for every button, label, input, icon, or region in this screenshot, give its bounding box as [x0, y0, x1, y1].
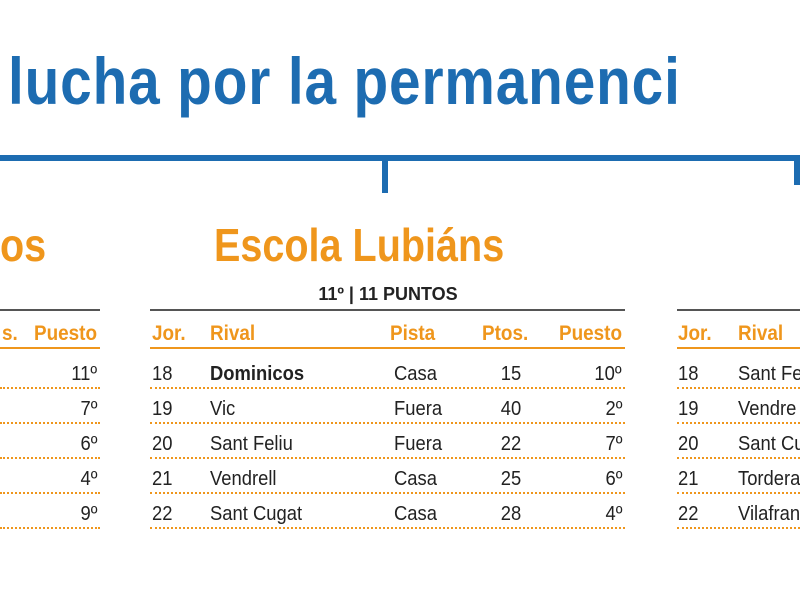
table-cell: Tordera: [738, 468, 800, 490]
row-separator: [0, 387, 100, 389]
row-separator: [0, 457, 100, 459]
table-cell: 2º: [605, 398, 622, 420]
table-cell: 22: [152, 503, 173, 525]
column-header: Jor.: [678, 322, 712, 345]
row-separator: [150, 387, 625, 389]
table-cell: Fuera: [394, 433, 443, 455]
table-cell: 20: [678, 433, 699, 455]
header-rule: [150, 347, 625, 349]
table-cell: Vendrell: [210, 468, 277, 490]
table-cell: 21: [152, 468, 173, 490]
title-rule-tick: [794, 155, 800, 185]
column-header: Ptos.: [482, 322, 529, 345]
panel-rule: [150, 309, 625, 311]
header-rule: [0, 347, 100, 349]
table-cell: 6º: [605, 468, 622, 490]
table-cell: Vendre: [738, 398, 797, 420]
title-rule: [0, 155, 800, 161]
table-cell: Dominicos: [210, 363, 305, 385]
table-cell: 25: [500, 468, 521, 490]
column-header: Pista: [390, 322, 436, 345]
row-separator: [150, 457, 625, 459]
column-header: Jor.: [152, 322, 186, 345]
table-cell: 19: [152, 398, 173, 420]
row-separator: [677, 527, 800, 529]
column-header: s.: [2, 322, 18, 345]
table-cell: 22: [500, 433, 521, 455]
table-cell: Casa: [394, 363, 437, 385]
table-cell: 10º: [594, 363, 622, 385]
table-cell: 18: [152, 363, 173, 385]
table-cell: 19: [678, 398, 699, 420]
row-separator: [677, 457, 800, 459]
team-standing: 11º | 11 PUNTOS: [318, 284, 458, 304]
title-rule-tick: [382, 155, 388, 193]
row-separator: [0, 422, 100, 424]
page-title: lucha por la permanenci: [8, 44, 681, 118]
row-separator: [677, 492, 800, 494]
table-cell: 6º: [80, 433, 97, 455]
table-cell: Casa: [394, 468, 437, 490]
table-cell: 28: [500, 503, 521, 525]
panel-rule: [0, 309, 100, 311]
row-separator: [0, 527, 100, 529]
row-separator: [150, 422, 625, 424]
row-separator: [677, 387, 800, 389]
column-header: Puesto: [558, 322, 622, 345]
table-cell: 15: [500, 363, 521, 385]
table-cell: 22: [678, 503, 699, 525]
row-separator: [150, 527, 625, 529]
table-cell: 11º: [71, 363, 97, 385]
table-cell: Fuera: [394, 398, 443, 420]
column-header: Puesto: [33, 322, 97, 345]
table-cell: 20: [152, 433, 173, 455]
row-separator: [677, 422, 800, 424]
table-cell: 4º: [80, 468, 97, 490]
table-cell: 7º: [80, 398, 97, 420]
table-cell: 7º: [605, 433, 622, 455]
header-rule: [677, 347, 800, 349]
table-cell: Sant Cu: [738, 433, 800, 455]
table-cell: 21: [678, 468, 699, 490]
table-cell: Casa: [394, 503, 437, 525]
table-cell: Sant Fe: [738, 363, 800, 385]
table-cell: 40: [500, 398, 521, 420]
panel-rule: [677, 309, 800, 311]
table-cell: 9º: [80, 503, 97, 525]
team-name: os: [0, 219, 47, 271]
column-header: Rival: [210, 322, 256, 345]
table-cell: Vilafran: [738, 503, 800, 525]
table-cell: Sant Feliu: [210, 433, 293, 455]
row-separator: [150, 492, 625, 494]
table-cell: 18: [678, 363, 699, 385]
table-cell: 4º: [605, 503, 622, 525]
team-name: Escola Lubiáns: [214, 219, 505, 271]
row-separator: [0, 492, 100, 494]
table-cell: Sant Cugat: [210, 503, 303, 525]
table-cell: Vic: [210, 398, 236, 420]
column-header: Rival: [738, 322, 784, 345]
